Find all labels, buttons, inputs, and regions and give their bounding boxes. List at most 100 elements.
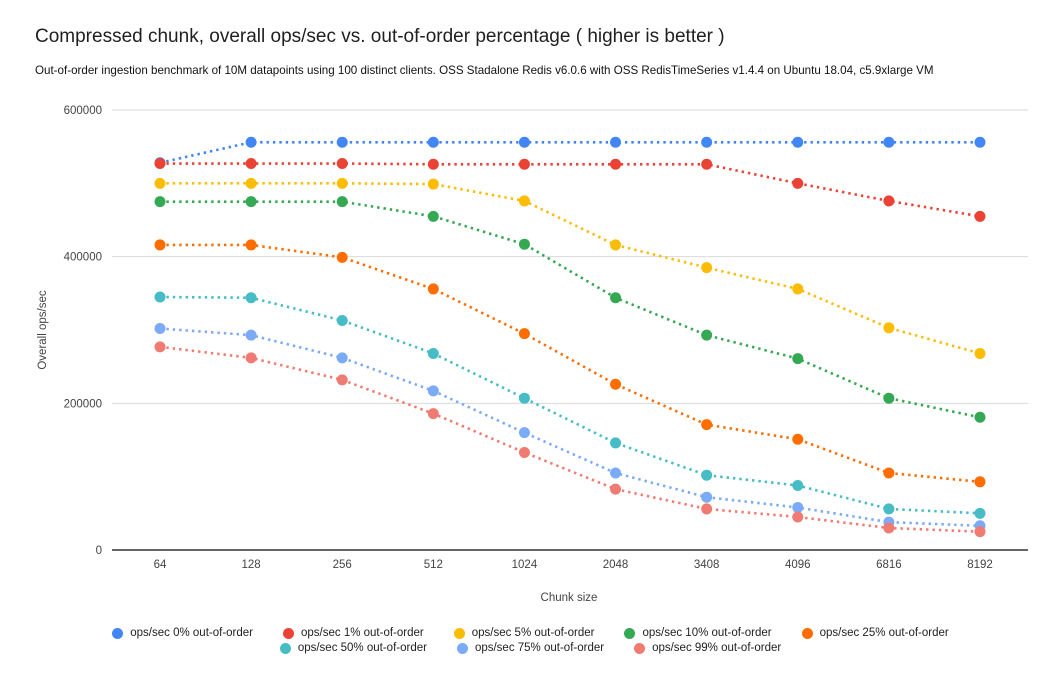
legend-item-1[interactable]: ops/sec 1% out-of-order [283,627,424,639]
data-point-s1-x6816[interactable] [883,195,895,207]
data-point-s2-x512[interactable] [427,178,439,190]
data-point-s2-x2048[interactable] [610,239,622,251]
x-axis-title: Chunk size [541,592,598,604]
chart-title: Compressed chunk, overall ops/sec vs. ou… [35,26,725,47]
x-tick-label: 6816 [876,559,902,571]
data-point-s2-x6816[interactable] [883,322,895,334]
data-point-s3-x2048[interactable] [610,292,622,304]
data-point-s7-x1024[interactable] [518,446,530,458]
data-point-s7-x2048[interactable] [610,483,622,495]
legend-item-6[interactable]: ops/sec 75% out-of-order [456,642,605,654]
legend-label: ops/sec 1% out-of-order [301,627,424,639]
data-point-s5-x512[interactable] [427,347,439,359]
data-point-s4-x256[interactable] [336,251,348,263]
data-point-s6-x1024[interactable] [518,427,530,439]
data-point-s2-x4096[interactable] [792,283,804,295]
data-point-s3-x8192[interactable] [974,411,986,423]
data-point-s2-x64[interactable] [154,177,166,189]
data-point-s3-x256[interactable] [336,196,348,208]
data-point-s0-x8192[interactable] [974,136,986,148]
legend-dot-icon [279,642,291,654]
legend-item-3[interactable]: ops/sec 10% out-of-order [624,627,772,639]
data-point-s0-x1024[interactable] [518,136,530,148]
data-point-s2-x128[interactable] [245,177,257,189]
data-point-s5-x4096[interactable] [792,479,804,491]
data-point-s7-x4096[interactable] [792,511,804,523]
data-point-s7-x6816[interactable] [883,522,895,534]
data-point-s0-x6816[interactable] [883,136,895,148]
data-point-s4-x4096[interactable] [792,433,804,445]
legend-item-2[interactable]: ops/sec 5% out-of-order [453,627,594,639]
series-line-3 [160,200,981,419]
data-point-s1-x1024[interactable] [518,158,530,170]
legend-label: ops/sec 25% out-of-order [819,627,949,639]
data-point-s1-x2048[interactable] [610,158,622,170]
legend-item-0[interactable]: ops/sec 0% out-of-order [112,627,253,639]
data-point-s6-x512[interactable] [427,385,439,397]
legend-dot-icon [112,627,124,639]
data-point-s0-x256[interactable] [336,136,348,148]
data-point-s5-x8192[interactable] [974,507,986,519]
data-point-s4-x512[interactable] [427,283,439,295]
data-point-s5-x1024[interactable] [518,392,530,404]
data-point-s0-x2048[interactable] [610,136,622,148]
data-point-s3-x64[interactable] [154,196,166,208]
x-tick-label: 2048 [603,559,629,571]
legend-item-7[interactable]: ops/sec 99% out-of-order [634,642,781,654]
data-point-s2-x3408[interactable] [701,262,713,274]
data-point-s4-x3408[interactable] [701,419,713,431]
data-point-s6-x64[interactable] [154,323,166,335]
x-tick-label: 8192 [967,559,993,571]
data-point-s1-x8192[interactable] [974,210,986,222]
legend-item-5[interactable]: ops/sec 50% out-of-order [279,642,427,654]
data-point-s1-x4096[interactable] [792,177,804,189]
data-point-s7-x3408[interactable] [701,503,713,515]
data-point-s3-x1024[interactable] [518,238,530,250]
data-point-s2-x256[interactable] [336,177,348,189]
data-point-s7-x128[interactable] [245,352,257,364]
data-point-s6-x3408[interactable] [701,491,713,503]
data-point-s3-x3408[interactable] [701,329,713,341]
data-point-s0-x4096[interactable] [792,136,804,148]
data-point-s6-x2048[interactable] [610,467,622,479]
data-point-s4-x128[interactable] [245,239,257,251]
data-point-s7-x8192[interactable] [974,526,986,538]
data-point-s5-x2048[interactable] [610,437,622,449]
data-point-s3-x128[interactable] [245,196,257,208]
data-point-s0-x128[interactable] [245,136,257,148]
data-point-s1-x3408[interactable] [701,158,713,170]
data-point-s3-x512[interactable] [427,210,439,222]
data-point-s7-x64[interactable] [154,341,166,353]
data-point-s3-x6816[interactable] [883,392,895,404]
data-point-s1-x128[interactable] [245,158,257,170]
data-point-s7-x256[interactable] [336,374,348,386]
data-point-s5-x64[interactable] [154,291,166,303]
data-point-s2-x8192[interactable] [974,347,986,359]
data-point-s7-x512[interactable] [427,408,439,420]
legend-item-4[interactable]: ops/sec 25% out-of-order [801,627,949,639]
data-point-s3-x4096[interactable] [792,353,804,365]
data-point-s6-x256[interactable] [336,352,348,364]
data-point-s0-x512[interactable] [427,136,439,148]
data-point-s4-x2048[interactable] [610,378,622,390]
data-point-s6-x4096[interactable] [792,501,804,513]
data-point-s5-x256[interactable] [336,314,348,326]
data-point-s2-x1024[interactable] [518,195,530,207]
data-point-s1-x64[interactable] [154,158,166,170]
data-point-s4-x6816[interactable] [883,467,895,479]
data-point-s1-x512[interactable] [427,158,439,170]
legend-dot-icon [453,627,465,639]
legend-label: ops/sec 75% out-of-order [474,642,605,654]
data-point-s1-x256[interactable] [336,158,348,170]
data-point-s5-x6816[interactable] [883,503,895,515]
data-point-s6-x128[interactable] [245,329,257,341]
data-point-s4-x8192[interactable] [974,476,986,488]
data-point-s0-x3408[interactable] [701,136,713,148]
y-tick-label: 400000 [64,252,102,264]
data-point-s5-x128[interactable] [245,292,257,304]
data-point-s4-x64[interactable] [154,239,166,251]
data-point-s4-x1024[interactable] [518,328,530,340]
chart-subtitle: Out-of-order ingestion benchmark of 10M … [35,64,934,77]
data-point-s5-x3408[interactable] [701,469,713,481]
